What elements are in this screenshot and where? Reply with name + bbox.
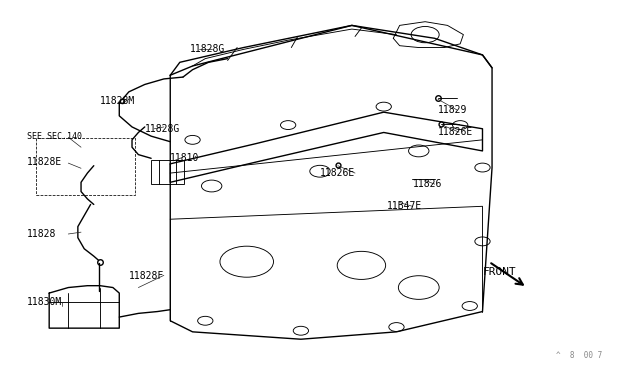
- Text: 11826E: 11826E: [438, 128, 473, 138]
- Text: 11810: 11810: [170, 153, 200, 163]
- Bar: [36, 138, 135, 195]
- Text: 11828G: 11828G: [145, 124, 180, 134]
- Text: ^  8  00 7: ^ 8 00 7: [556, 350, 602, 359]
- Text: FRONT: FRONT: [483, 267, 516, 277]
- Bar: [151, 160, 184, 184]
- Text: 11828M: 11828M: [100, 96, 136, 106]
- Text: SEE SEC.140: SEE SEC.140: [27, 132, 82, 141]
- Text: 11828F: 11828F: [129, 272, 164, 282]
- Text: 11830M: 11830M: [27, 297, 62, 307]
- Text: 11829: 11829: [438, 105, 467, 115]
- Text: 11826: 11826: [412, 179, 442, 189]
- Text: 11828E: 11828E: [27, 157, 62, 167]
- Text: 11826E: 11826E: [320, 168, 355, 178]
- Text: 11828G: 11828G: [189, 44, 225, 54]
- Text: 11B47E: 11B47E: [387, 201, 422, 211]
- Text: 11828: 11828: [27, 229, 56, 239]
